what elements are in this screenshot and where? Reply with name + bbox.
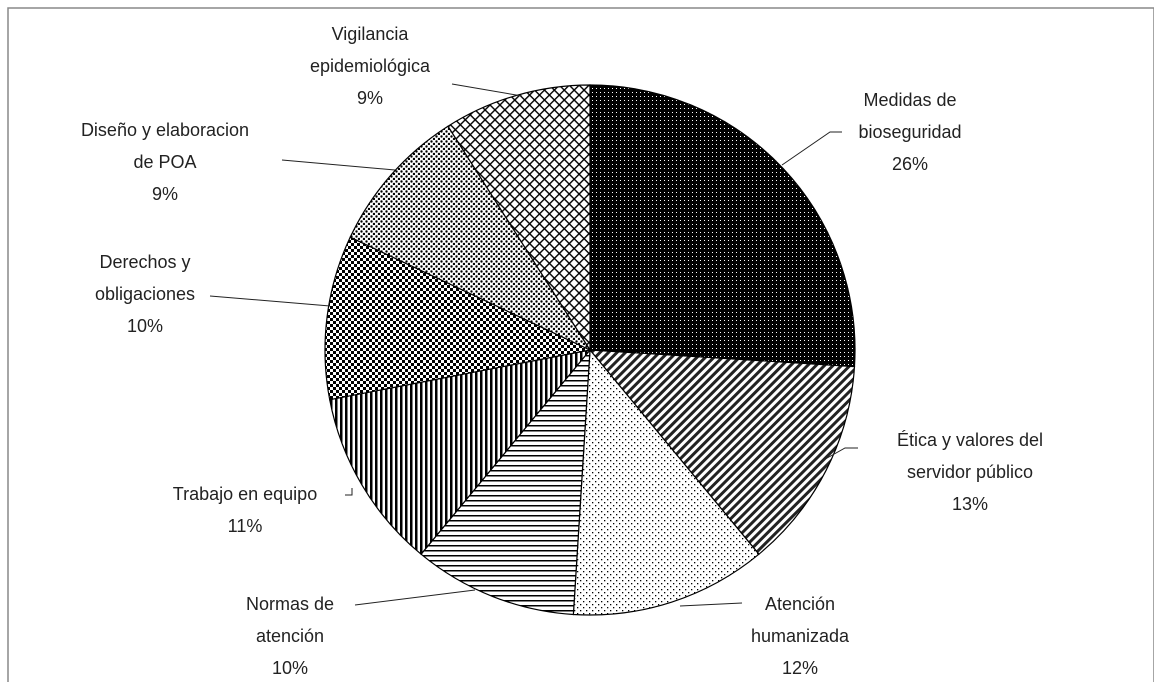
slice-label: Trabajo en equipo 11%	[125, 478, 365, 542]
leader-line	[345, 488, 353, 496]
slice-label: Atención humanizada 12%	[740, 588, 860, 684]
slice-label: Diseño y elaboracion de POA 9%	[75, 114, 255, 210]
slice-percent: 9%	[151, 184, 178, 204]
slice-label: Ética y valores del servidor público 13%	[865, 424, 1075, 520]
leader-line	[451, 83, 523, 97]
pie-slice	[588, 349, 856, 556]
slice-percent: 26%	[891, 154, 929, 174]
slice-name: Medidas de bioseguridad	[858, 90, 962, 142]
slice-label: Normas de atención 10%	[230, 588, 350, 684]
slice-percent: 10%	[126, 316, 164, 336]
slice-percent: 12%	[781, 658, 819, 678]
slice-name: Derechos y obligaciones	[94, 252, 196, 304]
chart-frame	[7, 7, 1154, 682]
slice-name: Ética y valores del servidor público	[896, 430, 1044, 482]
leader-line	[819, 447, 858, 463]
slice-percent: 13%	[951, 494, 989, 514]
slice-name: Diseño y elaboracion de POA	[80, 120, 250, 172]
slice-percent: 10%	[271, 658, 309, 678]
leader-line	[281, 159, 396, 171]
pie-slice	[324, 236, 592, 401]
leader-line	[209, 295, 331, 307]
leader-line	[781, 131, 842, 166]
pie-slice	[420, 348, 591, 616]
leader-line	[679, 602, 743, 607]
slice-label: Vigilancia epidemiológica 9%	[295, 18, 445, 114]
slice-name: Atención humanizada	[750, 594, 850, 646]
slice-percent: 9%	[356, 88, 383, 108]
pie-slice	[447, 84, 591, 353]
slice-name: Normas de atención	[245, 594, 335, 646]
leader-line	[354, 589, 476, 606]
pie-slice	[589, 84, 856, 368]
slice-label: Medidas de bioseguridad 26%	[845, 84, 975, 180]
pie-slice	[349, 125, 592, 352]
pie-slice	[572, 348, 760, 616]
pie-slice	[328, 349, 592, 556]
slice-percent: 11%	[227, 516, 263, 536]
slice-name: Vigilancia epidemiológica	[309, 24, 431, 76]
slice-name: Trabajo en equipo	[172, 484, 318, 504]
slice-label: Derechos y obligaciones 10%	[75, 246, 215, 342]
